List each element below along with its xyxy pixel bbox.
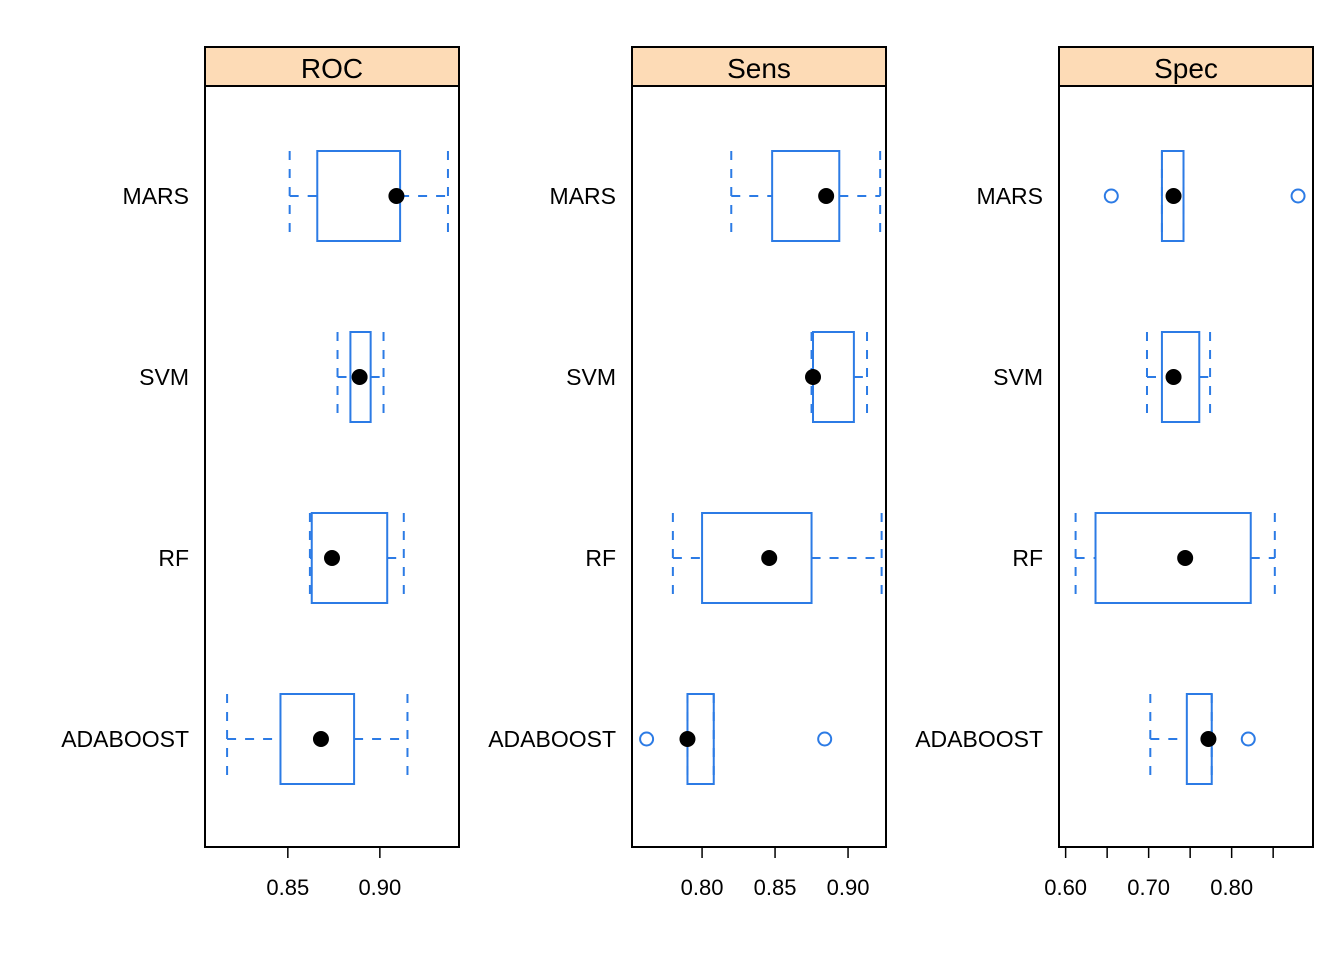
- panel-strip-roc: [204, 46, 460, 87]
- box-iqr: [1160, 150, 1185, 242]
- median-dot: [679, 731, 696, 747]
- x-tick-label: 0.60: [1044, 875, 1087, 900]
- category-label: SVM: [993, 364, 1043, 390]
- category-label: ADABOOST: [488, 726, 616, 752]
- box-iqr: [771, 150, 841, 242]
- median-dot: [1165, 188, 1182, 204]
- box-iqr: [1094, 512, 1252, 604]
- x-tick-label: 0.90: [358, 875, 401, 900]
- x-tick-label: 0.80: [681, 875, 724, 900]
- box-iqr: [701, 512, 813, 604]
- median-dot: [388, 188, 405, 204]
- category-label: ADABOOST: [915, 726, 1043, 752]
- panel-title-roc: ROC: [301, 53, 363, 84]
- x-tick-label: 0.90: [827, 875, 870, 900]
- category-label: MARS: [123, 183, 189, 209]
- outlier-point: [817, 731, 833, 747]
- outlier-point: [1240, 731, 1256, 747]
- box-iqr: [279, 693, 356, 785]
- outlier-point: [1103, 188, 1119, 204]
- x-tick-label: 0.80: [1210, 875, 1253, 900]
- category-label: MARS: [977, 183, 1043, 209]
- category-label: SVM: [139, 364, 189, 390]
- panel-frame-roc: [204, 85, 460, 848]
- panel-frame-spec: [1058, 85, 1314, 848]
- category-label: RF: [1012, 545, 1043, 571]
- outlier-point: [1290, 188, 1306, 204]
- panel-title-sens: Sens: [727, 53, 791, 84]
- median-dot: [1165, 369, 1182, 385]
- median-dot: [1177, 550, 1194, 566]
- box-iqr: [316, 150, 402, 242]
- median-dot: [312, 731, 329, 747]
- x-tick-label: 0.85: [754, 875, 797, 900]
- median-dot: [818, 188, 835, 204]
- median-dot: [324, 550, 340, 566]
- category-label: RF: [585, 545, 616, 571]
- median-dot: [1200, 731, 1217, 747]
- box-iqr: [1160, 331, 1201, 423]
- category-label: ADABOOST: [61, 726, 189, 752]
- category-label: RF: [158, 545, 189, 571]
- box-iqr: [310, 512, 389, 604]
- median-dot: [351, 369, 368, 385]
- x-tick-label: 0.85: [266, 875, 309, 900]
- panel-frame-sens: [631, 85, 887, 848]
- category-label: SVM: [566, 364, 616, 390]
- outlier-point: [639, 731, 655, 747]
- panel-title-spec: Spec: [1154, 53, 1218, 84]
- median-dot: [761, 550, 778, 566]
- median-dot: [805, 369, 822, 385]
- box-iqr: [349, 331, 372, 423]
- category-label: MARS: [550, 183, 616, 209]
- panel-strip-sens: [631, 46, 887, 87]
- x-tick-label: 0.70: [1127, 875, 1170, 900]
